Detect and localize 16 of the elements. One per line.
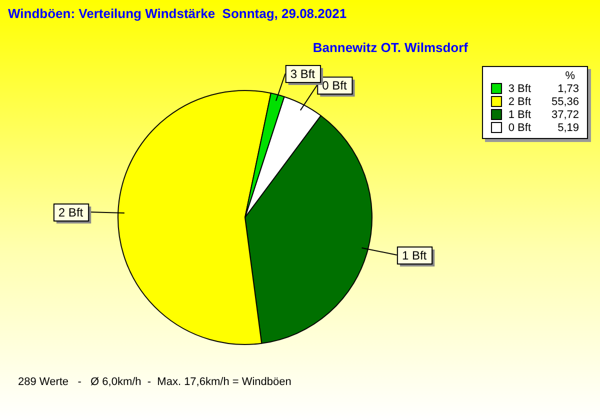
text: 289 Werte - Ø 6,0km/h - Max. 17,6km/h = Windböen [18, 376, 292, 388]
slice-label: 3 Bft [290, 66, 316, 81]
data-label: 5,19 [556, 122, 579, 134]
data-label: 1,73 [556, 82, 579, 94]
legend-label: 2 Bft [508, 96, 531, 108]
legend-title: % [564, 70, 576, 82]
legend-label: 3 Bft [508, 82, 531, 94]
chart-title: Windböen: Verteilung Windstärke Sonntag, 29.08.2021 [8, 6, 347, 21]
data-label: 55,36 [550, 96, 579, 108]
legend-label: 1 Bft [508, 108, 531, 120]
slice-label: 2 Bft [58, 205, 84, 220]
slice-label: 0 Bft [322, 78, 348, 92]
legend-label: 0 Bft [508, 122, 531, 134]
data-label: 37,72 [550, 108, 579, 120]
chart-subtitle: Bannewitz OT. Wilmsdorf [312, 40, 468, 55]
slice-label: 1 Bft [402, 248, 428, 262]
